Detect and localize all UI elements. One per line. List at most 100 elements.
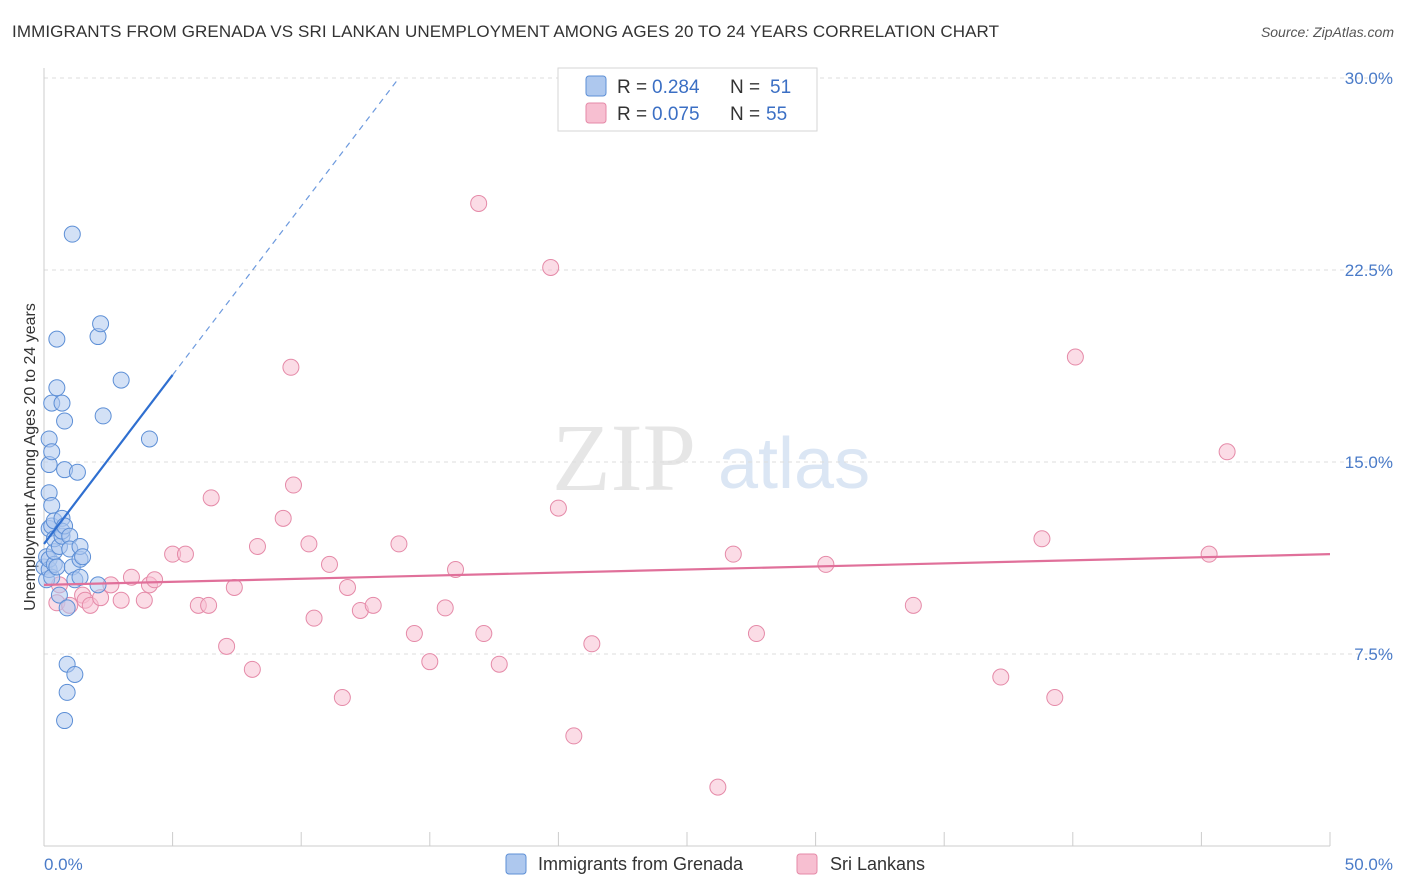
legend-swatch-blue (585, 75, 607, 97)
grenada-point (94, 407, 112, 425)
sri-lankans-point (1218, 443, 1236, 461)
grenada-point (48, 558, 66, 576)
grenada-point (112, 371, 130, 389)
legend-r-label-pink: R = (617, 104, 647, 125)
sri-lankans-point (542, 258, 560, 276)
y-tick-label: 30.0% (1345, 69, 1393, 88)
grenada-point (43, 497, 61, 515)
sri-lankans-point (583, 635, 601, 653)
grenada-point (58, 683, 76, 701)
sri-lankans-point (747, 625, 765, 643)
grenada-point (56, 712, 74, 730)
legend-series: Immigrants from Grenada Sri Lankans (505, 853, 925, 875)
bottom-legend-swatch-blue (505, 853, 527, 875)
sri-lankans-point (475, 625, 493, 643)
grenada-point (74, 548, 92, 566)
sri-lankans-point (904, 596, 922, 614)
grenada-point (63, 225, 81, 243)
sri-lankans-point (1200, 545, 1218, 563)
legend-n-label-pink: N = (730, 104, 760, 125)
x-tick-marks (43, 832, 1331, 846)
grenada-point (92, 315, 110, 333)
sri-lankans-point (333, 689, 351, 707)
legend-swatch-pink (585, 102, 607, 124)
sri-lankans-point (300, 535, 318, 553)
sri-lankans-point (436, 599, 454, 617)
legend-r-label-blue: R = (617, 77, 647, 98)
y-tick-label: 7.5% (1354, 645, 1393, 664)
sri-lankans-point (390, 535, 408, 553)
sri-lankans-point (364, 596, 382, 614)
legend-n-value-pink: 55 (766, 104, 787, 125)
bottom-legend-label-pink: Sri Lankans (830, 854, 925, 874)
sri-lankans-point (146, 571, 164, 589)
sri-lankans-point (202, 489, 220, 507)
grenada-points (35, 225, 158, 730)
sri-lankans-point (1066, 348, 1084, 366)
sri-lankans-point (405, 625, 423, 643)
sri-lankans-point (248, 537, 266, 555)
sri-lankans-point (490, 655, 508, 673)
sri-lankans-point (338, 578, 356, 596)
sri-lankans-point (218, 637, 236, 655)
grenada-trend-extension (172, 77, 400, 376)
sri-lankans-point (135, 591, 153, 609)
sri-lankans-point (243, 660, 261, 678)
grenada-trend-line (43, 374, 174, 545)
legend-stats: R = 0.284 N = 51 R = 0.075 N = 55 (557, 67, 818, 132)
legend-n-label-blue: N = (730, 77, 760, 98)
sri-lankans-point (225, 578, 243, 596)
sri-lankans-point (447, 561, 465, 579)
grenada-point (48, 379, 66, 397)
sri-lankans-point (1033, 530, 1051, 548)
sri-lankans-point (112, 591, 130, 609)
sri-lankans-point (470, 194, 488, 212)
y-axis-label: Unemployment Among Ages 20 to 24 years (22, 303, 39, 611)
x-tick-label-max: 50.0% (1345, 855, 1393, 874)
source-credit: Source: ZipAtlas.com (1260, 24, 1394, 40)
legend-n-value-blue: 51 (770, 77, 791, 98)
sri-lankans-point (200, 596, 218, 614)
bottom-legend-swatch-pink (796, 853, 818, 875)
y-tick-label: 15.0% (1345, 453, 1393, 472)
sri-lankans-trend-line (43, 553, 1331, 586)
sri-lankans-point (992, 668, 1010, 686)
y-tick-labels: 7.5% 15.0% 22.5% 30.0% (1345, 69, 1393, 664)
sri-lankans-point (274, 509, 292, 527)
grenada-point (140, 430, 158, 448)
gridlines (44, 77, 1392, 655)
sri-lankans-point (122, 568, 140, 586)
grenada-point (43, 443, 61, 461)
grenada-point (56, 412, 74, 430)
sri-lankans-point (284, 476, 302, 494)
legend-r-value-blue: 0.284 (652, 77, 700, 98)
bottom-legend-label-blue: Immigrants from Grenada (538, 854, 744, 874)
grenada-point (71, 568, 89, 586)
grenada-point (89, 576, 107, 594)
sri-lankans-point (549, 499, 567, 517)
sri-lankans-point (176, 545, 194, 563)
sri-lankans-point (709, 778, 727, 796)
sri-lankans-point (565, 727, 583, 745)
sri-lankans-point (282, 358, 300, 376)
sri-lankans-point (320, 555, 338, 573)
grenada-point (53, 394, 71, 412)
sri-lankans-point (817, 555, 835, 573)
y-tick-label: 22.5% (1345, 261, 1393, 280)
grenada-point (68, 463, 86, 481)
legend-r-value-pink: 0.075 (652, 104, 700, 125)
grenada-point (58, 599, 76, 617)
x-tick-label-min: 0.0% (44, 855, 83, 874)
trend-lines (43, 77, 1331, 586)
sri-lankans-point (421, 653, 439, 671)
watermark-zip: ZIP (552, 404, 696, 511)
grenada-point (66, 665, 84, 683)
sri-lankans-point (305, 609, 323, 627)
grenada-point (50, 586, 68, 604)
sri-lankans-point (1046, 689, 1064, 707)
chart-title: IMMIGRANTS FROM GRENADA VS SRI LANKAN UN… (12, 22, 1000, 41)
grenada-point (48, 330, 66, 348)
watermark-atlas: atlas (718, 424, 870, 504)
sri-lankans-point (724, 545, 742, 563)
